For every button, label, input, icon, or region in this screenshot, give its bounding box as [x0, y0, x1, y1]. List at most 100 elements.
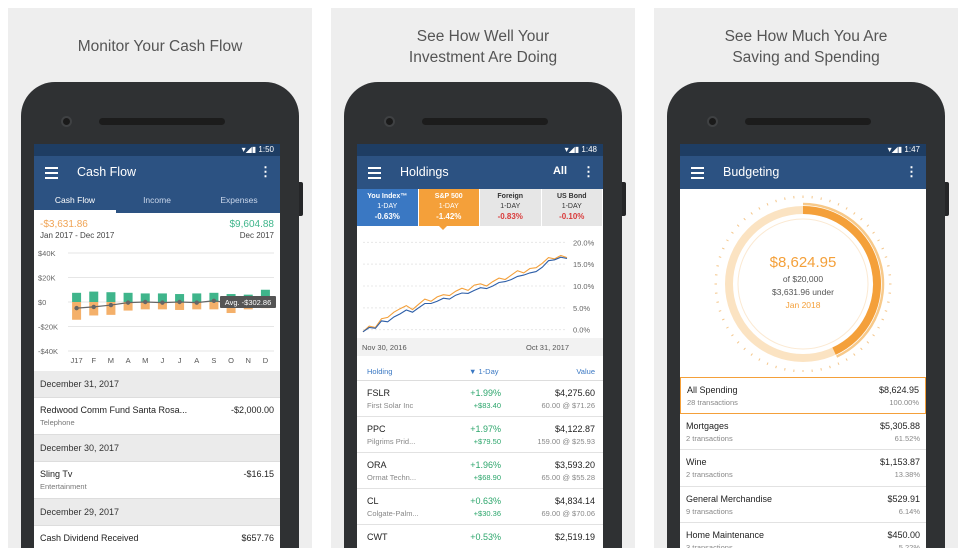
- app-bar-title: Budgeting: [723, 165, 780, 179]
- expense-bar[interactable]: [123, 302, 133, 311]
- panel-caption: See How Much You Are Saving and Spending: [654, 26, 958, 68]
- expense-bar[interactable]: [106, 302, 116, 315]
- dial-tick: [736, 341, 740, 344]
- dial-tick: [716, 301, 719, 303]
- holding-row[interactable]: FSLR First Solar Inc +1.99% +$83.40 $4,275.6…: [357, 381, 603, 417]
- spending-category-row[interactable]: Mortgages 2 transactions $5,305.88 61.52%: [680, 413, 926, 450]
- holding-row[interactable]: CL Colgate-Palm... +0.63% +$30.36 $4,834.14 6…: [357, 489, 603, 525]
- panel-caption: Monitor Your Cash Flow: [8, 36, 312, 57]
- spending-category-row[interactable]: All Spending 28 transactions $8,624.95 100.…: [680, 377, 926, 414]
- budget-outer-arc: [802, 202, 885, 358]
- spending-category-row[interactable]: Home Maintenance 3 transactions $450.00 5.2…: [680, 523, 926, 548]
- index-tile[interactable]: You Index™ 1-DAY -0.63%: [357, 189, 419, 226]
- income-bar[interactable]: [260, 289, 270, 302]
- dial-tick: [872, 334, 875, 337]
- hamburger-menu-icon[interactable]: [368, 167, 381, 182]
- income-bar[interactable]: [192, 293, 202, 302]
- camera-icon: [61, 116, 72, 127]
- holding-row[interactable]: ORA Ormat Techn... +1.96% +$68.90 $3,593.20 6…: [357, 453, 603, 489]
- category-name: All Spending: [687, 385, 738, 395]
- expense-bar[interactable]: [157, 302, 167, 310]
- income-bar[interactable]: [106, 292, 116, 302]
- speaker-grille: [99, 118, 225, 125]
- holding-ticker: FSLR: [367, 388, 391, 398]
- date-header: December 31, 2017: [34, 371, 280, 398]
- performance-line-chart[interactable]: 20.0% 15.0% 10.0% 5.0% 0.0% Nov 30, 2016 Oct 3…: [357, 226, 603, 356]
- transaction-row[interactable]: Redwood Comm Fund Santa Rosa... Telephone…: [34, 398, 280, 435]
- income-bar[interactable]: [157, 293, 167, 302]
- column-holding[interactable]: Holding: [367, 367, 393, 376]
- account-filter-button[interactable]: All: [552, 165, 567, 177]
- budget-total: of $20,000: [783, 274, 823, 284]
- hamburger-menu-icon[interactable]: [691, 167, 704, 182]
- tab-expenses[interactable]: Expenses: [220, 195, 258, 205]
- income-bar[interactable]: [123, 292, 133, 302]
- income-bar[interactable]: [209, 292, 219, 302]
- income-bar[interactable]: [175, 294, 185, 302]
- volume-button: [945, 182, 949, 216]
- date-header: December 29, 2017: [34, 499, 280, 526]
- tab-income[interactable]: Income: [143, 195, 171, 205]
- dial-tick: [784, 368, 786, 371]
- income-bar[interactable]: [140, 293, 150, 302]
- dial-tick: [837, 362, 840, 366]
- index-period: 1-DAY: [500, 203, 521, 210]
- net-point: [91, 304, 96, 310]
- spending-category-row[interactable]: General Merchandise 9 transactions $529.91…: [680, 486, 926, 523]
- category-percent: 6.14%: [898, 506, 920, 516]
- index-comparison-strip: You Index™ 1-DAY -0.63% S&P 500 1-DAY -1.42% F…: [357, 189, 603, 226]
- holding-shares-price: 159.00 @ $25.93: [537, 437, 595, 446]
- column-value[interactable]: Value: [576, 367, 595, 376]
- spending-category-row[interactable]: Wine 2 transactions $1,153.87 13.38%: [680, 450, 926, 487]
- index-tile[interactable]: Foreign 1-DAY -0.83%: [480, 189, 542, 226]
- more-options-icon[interactable]: ⋮: [582, 164, 595, 179]
- expense-bar[interactable]: [175, 302, 185, 310]
- category-transactions: 9 transactions: [686, 506, 733, 516]
- x-tick-label: D: [263, 356, 269, 365]
- income-bar[interactable]: [89, 291, 99, 302]
- date-range-end-label: Dec 2017: [239, 231, 274, 240]
- cashflow-bar-chart[interactable]: $40K $20K $0 -$20K -$40K J17 F M A M J J A S O N D Avg. -…: [34, 241, 280, 366]
- index-tile[interactable]: S&P 500 1-DAY -1.42%: [418, 189, 480, 226]
- transaction-row[interactable]: Cash Dividend Received $657.76: [34, 526, 280, 548]
- hamburger-menu-icon[interactable]: [45, 167, 58, 182]
- expense-bar[interactable]: [72, 302, 82, 320]
- budget-donut-chart[interactable]: $8,624.95 of $20,000 $3,631.96 under Jan…: [680, 189, 926, 373]
- holding-row[interactable]: CWT +0.53% $2,519.19: [357, 525, 603, 548]
- speaker-grille: [422, 118, 548, 125]
- category-percent: 5.22%: [898, 543, 920, 548]
- dial-tick: [743, 217, 746, 221]
- tab-cash-flow[interactable]: Cash Flow: [34, 189, 116, 213]
- expense-bar[interactable]: [192, 302, 202, 310]
- net-point: [108, 302, 114, 308]
- app-bar: Cash Flow ⋮: [34, 156, 280, 189]
- dial-tick: [775, 199, 777, 203]
- net-point: [74, 305, 79, 311]
- y-tick-label: $0: [38, 298, 46, 307]
- index-tile[interactable]: US Bond 1-DAY -0.10%: [541, 189, 603, 226]
- transaction-row[interactable]: Sling Tv Entertainment -$16.15: [34, 462, 280, 499]
- caption-line: Investment Are Doing: [408, 49, 558, 66]
- expense-bar[interactable]: [140, 302, 150, 310]
- expense-bar[interactable]: [209, 302, 219, 310]
- dial-tick: [877, 239, 880, 242]
- column-1-day[interactable]: ▼ 1-Day: [469, 367, 499, 376]
- cashflow-summary: -$3,631.86 $9,604.88 Jan 2017 - Dec 2017…: [34, 213, 280, 241]
- dial-tick: [829, 199, 831, 203]
- more-options-icon[interactable]: ⋮: [259, 164, 272, 179]
- average-badge: [220, 296, 276, 308]
- y-tick-label: 20.0%: [573, 238, 595, 247]
- y-tick-label: 0.0%: [573, 326, 590, 335]
- income-bar[interactable]: [72, 292, 82, 302]
- dial-tick: [872, 231, 875, 234]
- holding-row[interactable]: PPC Pilgrims Prid... +1.97% +$79.50 $4,122.8…: [357, 417, 603, 453]
- status-icons: ▾◢▮: [241, 145, 259, 154]
- more-options-icon[interactable]: ⋮: [905, 164, 918, 179]
- index-name: Foreign: [497, 193, 524, 200]
- dial-tick: [721, 318, 725, 321]
- caption-line: See How Well Your: [416, 28, 550, 45]
- dial-tick: [820, 368, 822, 371]
- column-1-day-label: 1-Day: [478, 367, 499, 376]
- dial-tick: [845, 207, 848, 210]
- app-screen: ▾◢▮ 1:47 Budgeting ⋮ $8,624.95 of $20,00…: [680, 144, 926, 548]
